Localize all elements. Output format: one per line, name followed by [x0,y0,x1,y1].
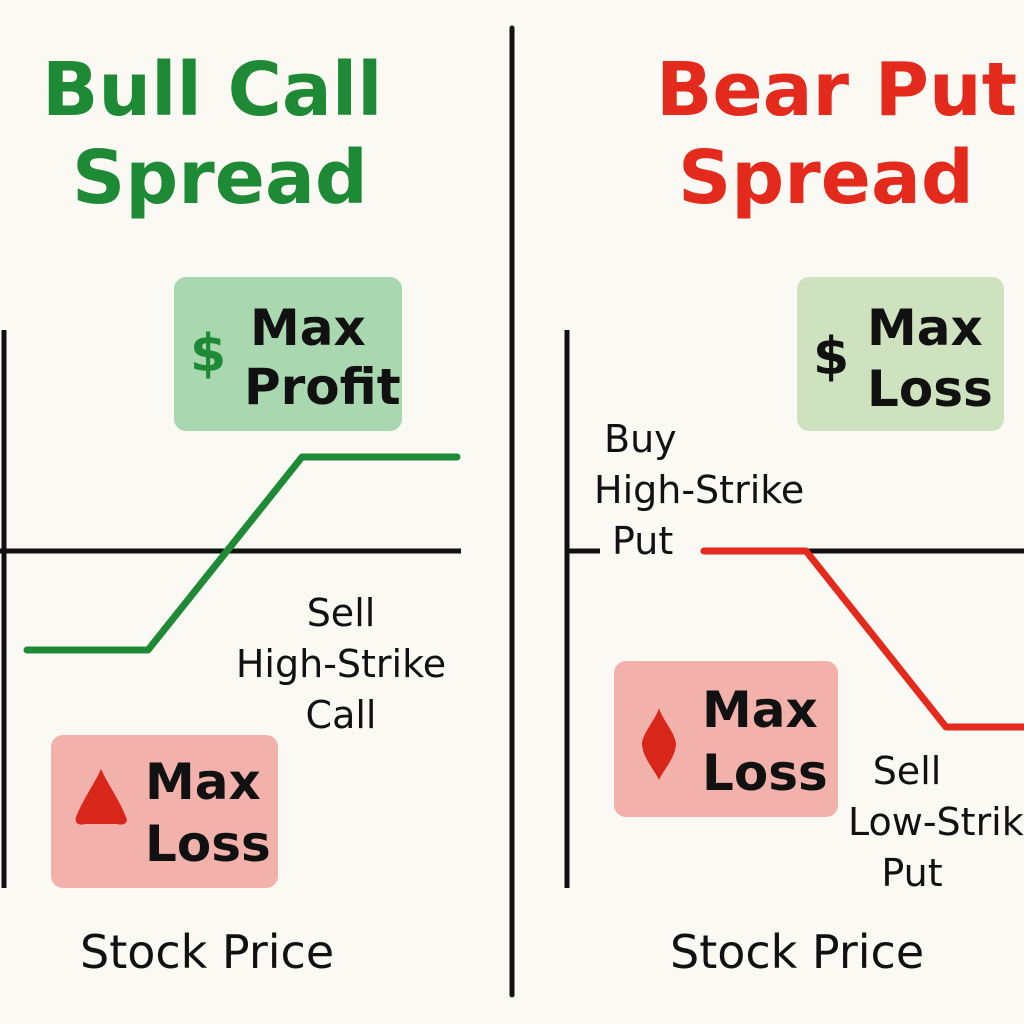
bear-max-loss-top-line2: Loss [867,360,993,418]
bull-max-profit-badge: $ Max Profit [174,277,402,431]
dollar-icon: $ [813,327,850,387]
bull-sell-annotation: Sell High-Strike Call [200,588,482,741]
bear-buy-line3: Put [612,519,674,563]
bull-max-profit-line1: Max [250,299,366,357]
bear-buy-line1: Buy [604,417,677,461]
bear-sell-line1: Sell [872,749,942,793]
bull-sell-line2: High-Strike [235,642,447,686]
bear-max-loss-bottom-line1: Max [702,681,818,739]
bear-sell-annotation: Sell Low-Strike Put [848,746,1024,899]
bull-title-line1: Bull Call [42,47,383,133]
bear-max-loss-bottom-line2: Loss [702,744,828,802]
bull-title-line2: Spread [72,135,368,221]
bear-sell-line2: Low-Strike [848,800,1024,844]
bear-buy-annotation: Buy High-Strike Put [594,414,804,567]
bear-max-loss-top-line1: Max [867,299,983,357]
red-diamond-icon [642,708,676,780]
bull-sell-line1: Sell [306,591,376,635]
bull-max-profit-line2: Profit [244,358,401,416]
bull-max-loss-badge: Max Loss [51,735,278,888]
bull-sell-line3: Call [305,693,377,737]
bear-sell-line3: Put [881,851,943,895]
dollar-icon: $ [190,324,227,384]
bear-max-loss-top-badge: $ Max Loss [797,277,1004,431]
bull-payoff-line [23,453,461,654]
red-triangle-icon [75,769,127,825]
bear-title-line1: Bear Put [656,47,1018,133]
bull-max-loss-line1: Max [145,753,261,811]
bear-payoff-line [700,547,1024,731]
bull-max-loss-line2: Loss [145,815,271,873]
bear-title-line2: Spread [678,135,974,221]
bear-buy-line2: High-Strike [594,468,805,512]
bull-x-axis-label: Stock Price [80,925,335,979]
bear-max-loss-bottom-badge: Max Loss [614,661,838,817]
bear-x-axis-label: Stock Price [670,925,925,979]
